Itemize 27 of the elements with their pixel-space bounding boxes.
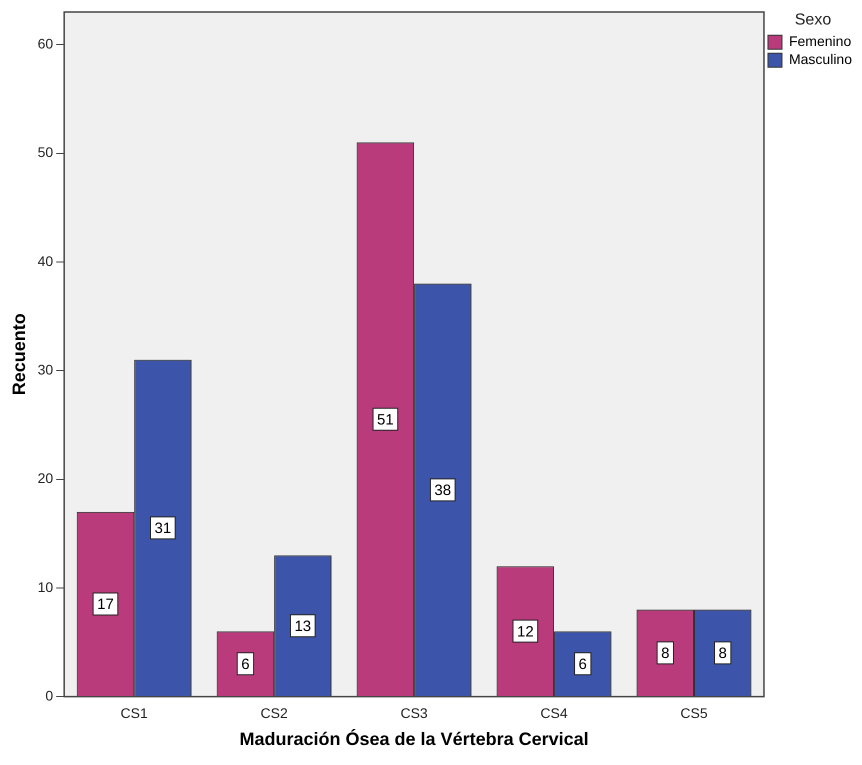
y-tick-label: 40 xyxy=(38,252,54,269)
legend-label: Masculino xyxy=(788,51,852,68)
x-tick-label: CS2 xyxy=(260,704,288,721)
x-tick-label: CS1 xyxy=(120,704,148,721)
y-tick-label: 60 xyxy=(38,35,54,52)
data-label: 38 xyxy=(434,482,452,500)
data-label: 12 xyxy=(516,623,534,640)
data-label: 6 xyxy=(241,656,250,673)
x-tick-label: CS4 xyxy=(540,704,568,721)
data-label: 51 xyxy=(377,411,394,428)
legend-label: Femenino xyxy=(788,33,852,50)
data-label: 6 xyxy=(578,656,587,673)
y-tick-label: 50 xyxy=(38,144,54,160)
x-tick-label: CS3 xyxy=(400,704,428,721)
y-tick-label: 30 xyxy=(38,361,54,378)
data-label: 31 xyxy=(154,520,172,538)
data-label: 17 xyxy=(97,596,114,614)
x-axis-title: Maduración Ósea de la Vértebra Cervical xyxy=(239,729,589,750)
legend-title: Sexo xyxy=(794,11,832,28)
data-label: 13 xyxy=(294,618,312,635)
y-axis-title: Recuento xyxy=(8,313,29,396)
data-label: 8 xyxy=(661,645,670,662)
y-tick-label: 10 xyxy=(38,578,54,595)
x-tick-label: CS5 xyxy=(680,704,708,721)
y-tick-label: 0 xyxy=(45,687,54,704)
data-label: 8 xyxy=(718,645,727,662)
y-tick-label: 20 xyxy=(38,470,54,486)
